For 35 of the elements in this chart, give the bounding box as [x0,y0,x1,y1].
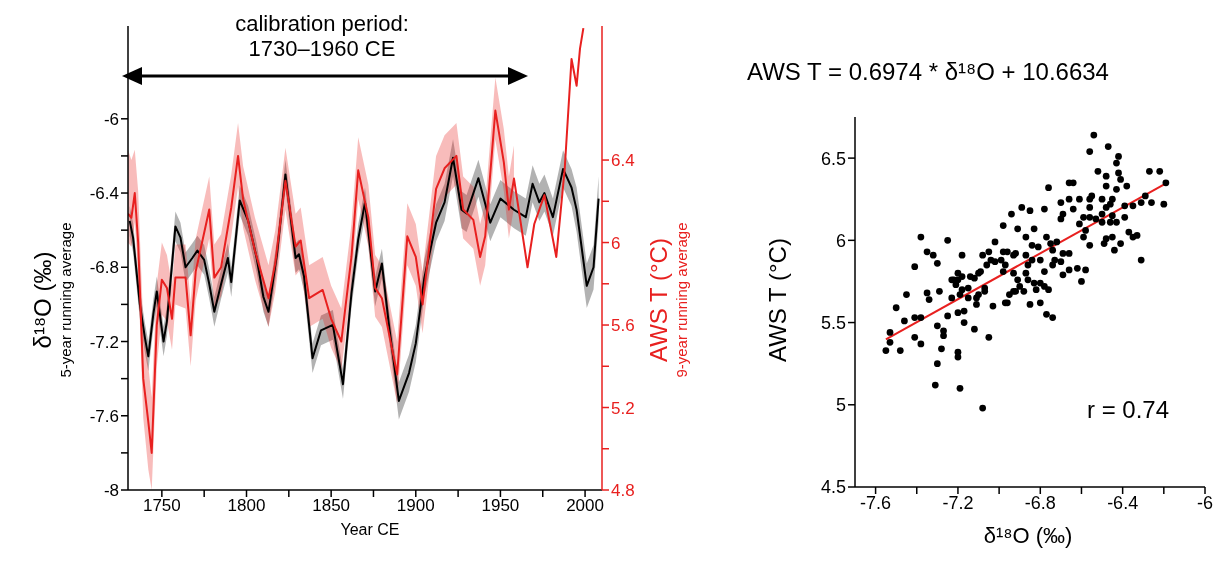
x-tick-label: 1800 [227,496,266,516]
x-tick-label: -6 [1196,492,1214,513]
chart-title: AWS T = 0.6974 * δ¹⁸O + 10.6634 [747,58,1109,86]
y-tick-label: -7.6 [89,406,119,426]
y-tick-label: 6 [835,230,846,251]
x-axis-title: δ¹⁸O (‰) [983,523,1073,549]
x-tick-label: 1950 [481,496,520,516]
x-tick-label: 1900 [396,496,435,516]
x-tick-label: 2000 [566,496,604,516]
x-tick-label: -7.6 [860,492,892,513]
y2-tick-label: 6.4 [611,151,635,171]
y2-tick-label: 5.2 [611,398,635,418]
y-tick-label: -6.8 [89,258,119,278]
y-axis-title: AWS T (°C) [764,238,792,362]
annotation: calibration period: 1730–1960 CE [235,10,409,61]
x-tick-label: -7.2 [942,492,974,513]
y-tick-label: -6 [103,109,119,129]
y-tick-label: -8 [103,481,119,501]
y-tick-label: -6.4 [89,184,119,204]
y-tick-label: -7.2 [89,332,119,352]
y-tick-label: 6.5 [820,148,846,169]
y2-tick-label: 5.6 [611,316,635,336]
x-tick-label: 1750 [142,496,181,516]
x-axis-title: Year CE [340,520,400,538]
x-tick-label: -6.8 [1024,492,1056,513]
y-tick-label: 4.5 [820,477,846,498]
y-tick-label: 5.5 [820,312,846,333]
annotation: r = 0.74 [1086,396,1170,424]
x-tick-label: 1850 [312,496,351,516]
y-axis-title: δ¹⁸O (‰) 5-year running average [29,222,74,378]
y2-tick-label: 6 [611,233,621,253]
y2-tick-label: 4.8 [611,481,635,501]
x-tick-label: -6.4 [1107,492,1139,513]
y2-axis-title: AWS T (°C) 9-year running average [645,222,690,378]
y-tick-label: 5 [835,395,846,416]
